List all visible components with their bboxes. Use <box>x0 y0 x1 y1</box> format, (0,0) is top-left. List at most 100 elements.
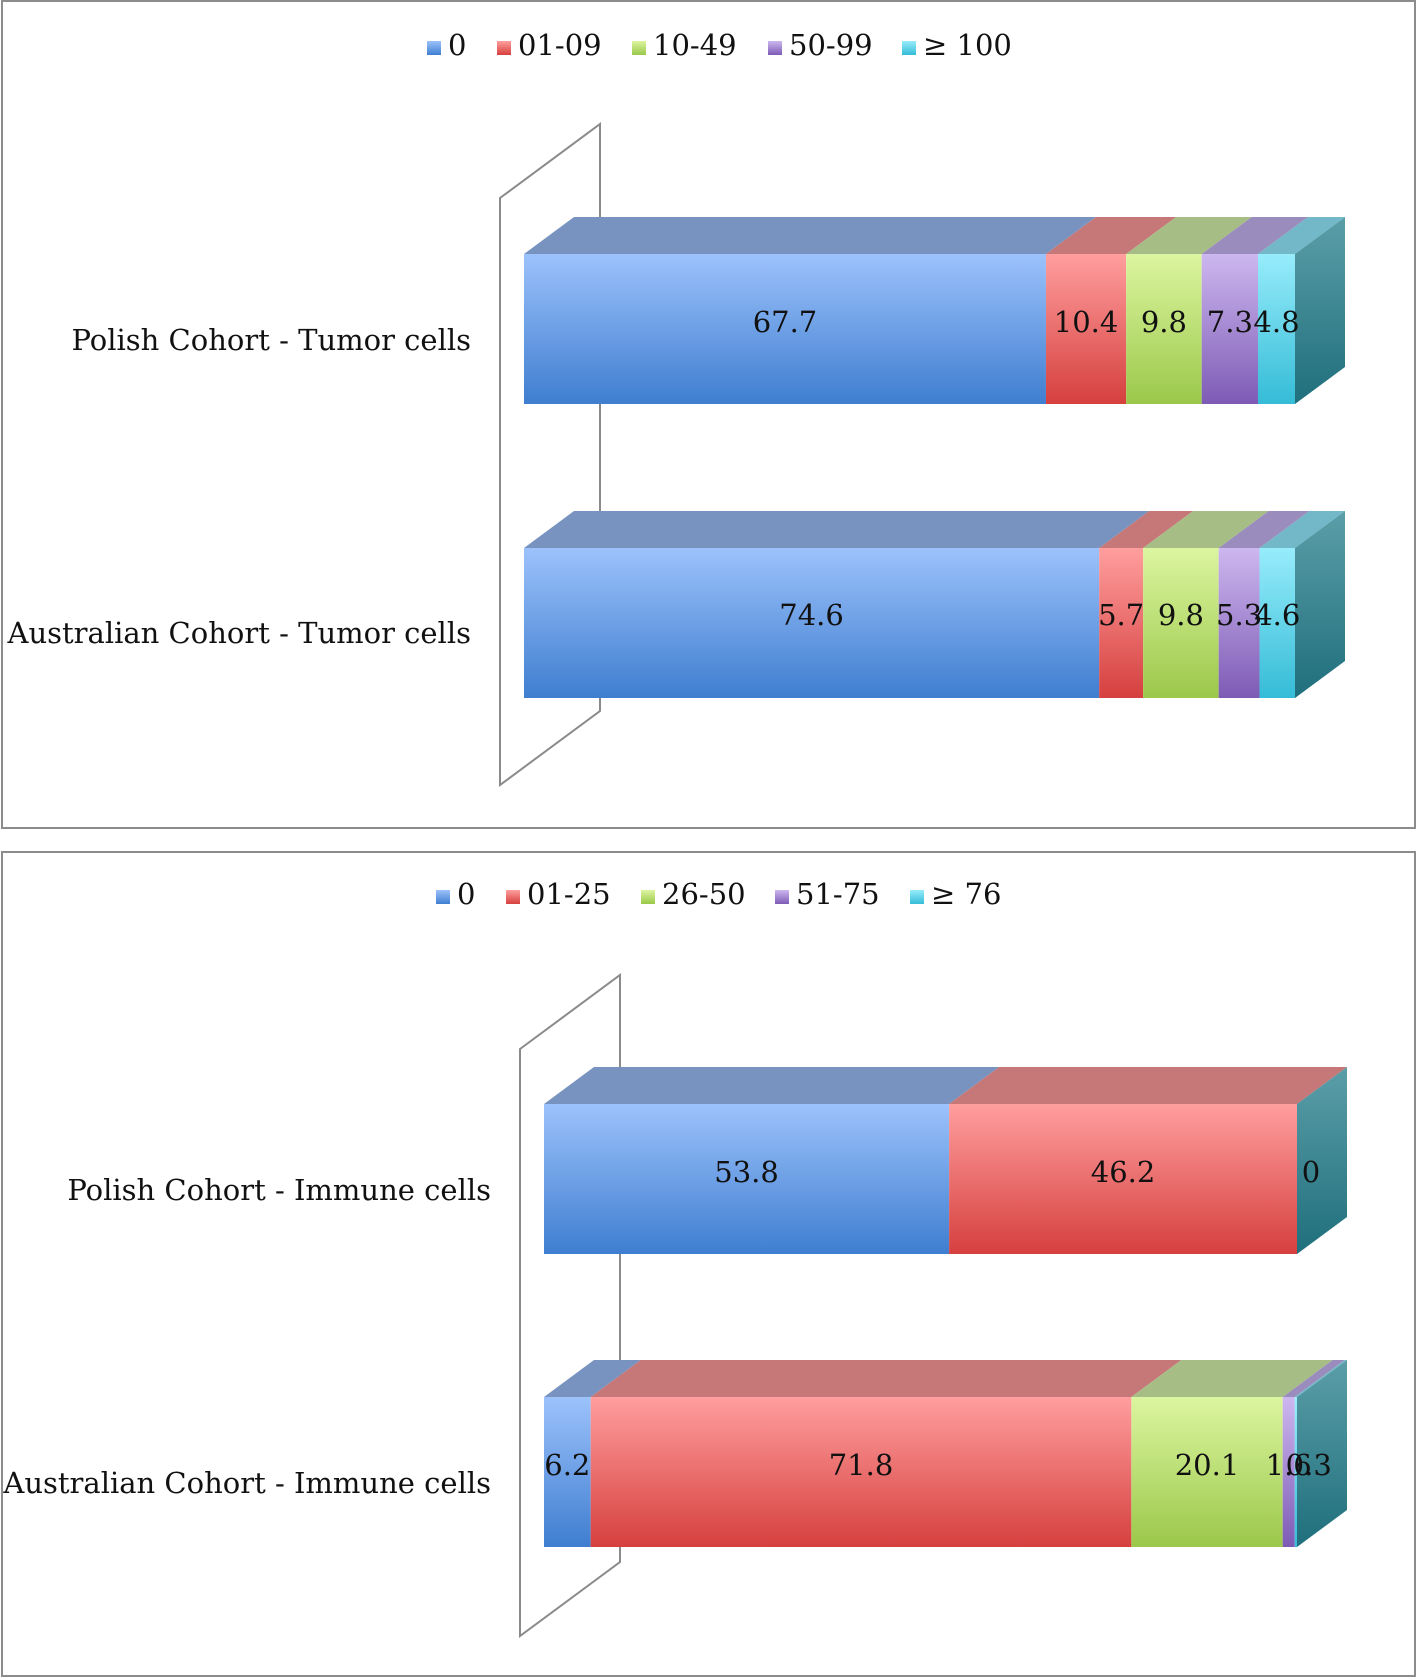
data-label-26-50: 20.1 <box>1175 1448 1240 1482</box>
legend-item-0: 0 <box>436 877 475 911</box>
bar-top-ge-100 <box>1257 217 1345 254</box>
bar-top-01-25 <box>949 1067 1347 1104</box>
legend-label-10-49: 10-49 <box>653 28 737 62</box>
bar-end-face <box>1297 1360 1347 1547</box>
chart-immune-cells: 0 01-25 26-50 51-75 ≥ 76 Polish Cohort - Immu… <box>3 877 1347 1638</box>
legend-item-01-09: 01-09 <box>497 28 602 62</box>
legend-item-ge-100: ≥ 100 <box>902 28 1012 62</box>
legend-label-01-09: 01-09 <box>518 28 602 62</box>
bar-top-10-49 <box>1126 217 1252 254</box>
legend-label-51-75: 51-75 <box>796 877 880 911</box>
bar-segment-50-99 <box>1201 254 1258 404</box>
bar-segment-01-25 <box>590 1397 1132 1547</box>
bar-end-face <box>1295 217 1345 404</box>
legend: 0 01-25 26-50 51-75 ≥ 76 <box>436 877 1001 911</box>
data-label-ge-100: 4.6 <box>1254 598 1300 632</box>
bar-top-50-99 <box>1201 217 1308 254</box>
legend-label-0: 0 <box>457 877 475 911</box>
legend-label-0: 0 <box>448 28 466 62</box>
bar-top-01-25 <box>590 1360 1182 1397</box>
bar-segment-0 <box>544 1397 591 1547</box>
data-label-0: 6.2 <box>544 1448 590 1482</box>
data-label-01-25: 46.2 <box>1091 1155 1156 1189</box>
legend-item-01-25: 01-25 <box>506 877 611 911</box>
data-label-0: 53.8 <box>714 1155 779 1189</box>
bar-row-australian-cohort-tumor-cells: Australian Cohort - Tumor cells 74.6 5.7 9.… <box>7 511 1345 698</box>
bar-row-polish-cohort-immune-cells: Polish Cohort - Immune cells 53.8 46.2 0 <box>67 1067 1347 1254</box>
bar-top-0 <box>524 511 1150 548</box>
bar-segment-01-09 <box>1045 254 1127 404</box>
bar-segment-10-49 <box>1143 548 1219 698</box>
bar-segment-50-99 <box>1218 548 1260 698</box>
bar-top-26-50 <box>1131 1360 1333 1397</box>
legend-swatch-01-25 <box>506 890 520 904</box>
bar-segment-0 <box>524 548 1100 698</box>
legend-label-ge-76: ≥ 76 <box>931 877 1001 911</box>
legend-item-0: 0 <box>427 28 466 62</box>
data-label-01-09: 5.7 <box>1098 598 1144 632</box>
bar-row-polish-cohort-tumor-cells: Polish Cohort - Tumor cells 67.7 10.4 9.8 7.… <box>71 217 1345 404</box>
bar-segment-ge-76 <box>1294 1397 1297 1547</box>
data-label-0: 74.6 <box>779 598 844 632</box>
legend-swatch-0 <box>436 890 450 904</box>
legend-swatch-01-09 <box>497 41 511 55</box>
bar-top-0 <box>544 1067 1000 1104</box>
legend-item-ge-76: ≥ 76 <box>910 877 1001 911</box>
legend-swatch-ge-76 <box>910 890 924 904</box>
data-label-26-50: 0 <box>1302 1155 1320 1189</box>
legend-swatch-ge-100 <box>902 41 916 55</box>
legend-item-51-75: 51-75 <box>775 877 880 911</box>
legend: 0 01-09 10-49 50-99 ≥ 100 <box>427 28 1012 62</box>
chart-panel-immune-cells: 0 01-25 26-50 51-75 ≥ 76 Polish Cohort - Immu… <box>1 851 1416 1677</box>
legend-item-26-50: 26-50 <box>641 877 746 911</box>
data-label-10-49: 9.8 <box>1158 598 1204 632</box>
bar-top-01-09 <box>1099 511 1194 548</box>
chart-panel-tumor-cells: 0 01-09 10-49 50-99 ≥ 100 Polish Cohort - Tum… <box>1 0 1416 829</box>
legend-swatch-26-50 <box>641 890 655 904</box>
bar-top-0 <box>524 217 1096 254</box>
bar-segment-0 <box>524 254 1046 404</box>
back-wall <box>499 122 601 787</box>
data-label-50-99: 5.3 <box>1216 598 1262 632</box>
legend-item-50-99: 50-99 <box>768 28 873 62</box>
legend-label-ge-100: ≥ 100 <box>923 28 1012 62</box>
bar-segment-51-75 <box>1282 1397 1295 1547</box>
bar-top-51-75 <box>1282 1360 1345 1397</box>
category-label: Australian Cohort - Immune cells <box>3 1466 491 1500</box>
bar-top-10-49 <box>1143 511 1269 548</box>
category-label: Polish Cohort - Tumor cells <box>71 323 471 357</box>
category-label: Polish Cohort - Immune cells <box>67 1173 491 1207</box>
data-label-ge-100: 4.8 <box>1253 305 1299 339</box>
bar-segment-10-49 <box>1126 254 1202 404</box>
bar-end-face <box>1297 1067 1347 1254</box>
legend-swatch-10-49 <box>632 41 646 55</box>
legend-item-10-49: 10-49 <box>632 28 737 62</box>
chart-tumor-cells: 0 01-09 10-49 50-99 ≥ 100 Polish Cohort - Tum… <box>7 28 1345 787</box>
category-label: Australian Cohort - Tumor cells <box>7 616 471 650</box>
legend-label-01-25: 01-25 <box>527 877 611 911</box>
legend-label-50-99: 50-99 <box>789 28 873 62</box>
legend-swatch-51-75 <box>775 890 789 904</box>
data-label-10-49: 9.8 <box>1141 305 1187 339</box>
bar-top-01-09 <box>1045 217 1177 254</box>
bar-segment-01-25 <box>949 1104 1297 1254</box>
data-label-01-09: 10.4 <box>1054 305 1119 339</box>
bar-top-ge-100 <box>1259 511 1345 548</box>
legend-swatch-0 <box>427 41 441 55</box>
bar-row-australian-cohort-immune-cells: Australian Cohort - Immune cells 6.2 71.8 2… <box>3 1360 1347 1547</box>
bar-segment-ge-100 <box>1259 548 1295 698</box>
bar-segment-26-50 <box>1131 1397 1283 1547</box>
data-label-01-25: 71.8 <box>829 1448 894 1482</box>
bar-segment-0 <box>544 1104 950 1254</box>
bar-end-face <box>1295 511 1345 698</box>
data-label-0: 67.7 <box>753 305 818 339</box>
data-label-50-99: 7.3 <box>1207 305 1253 339</box>
bar-segment-01-09 <box>1099 548 1144 698</box>
bar-top-0 <box>544 1360 641 1397</box>
bar-top-ge-76 <box>1294 1360 1347 1397</box>
data-label-51-75: 1.6 <box>1266 1448 1312 1482</box>
legend-swatch-50-99 <box>768 41 782 55</box>
data-label-ge-76: 0.3 <box>1286 1448 1332 1482</box>
bar-top-50-99 <box>1218 511 1310 548</box>
back-wall <box>519 973 621 1638</box>
